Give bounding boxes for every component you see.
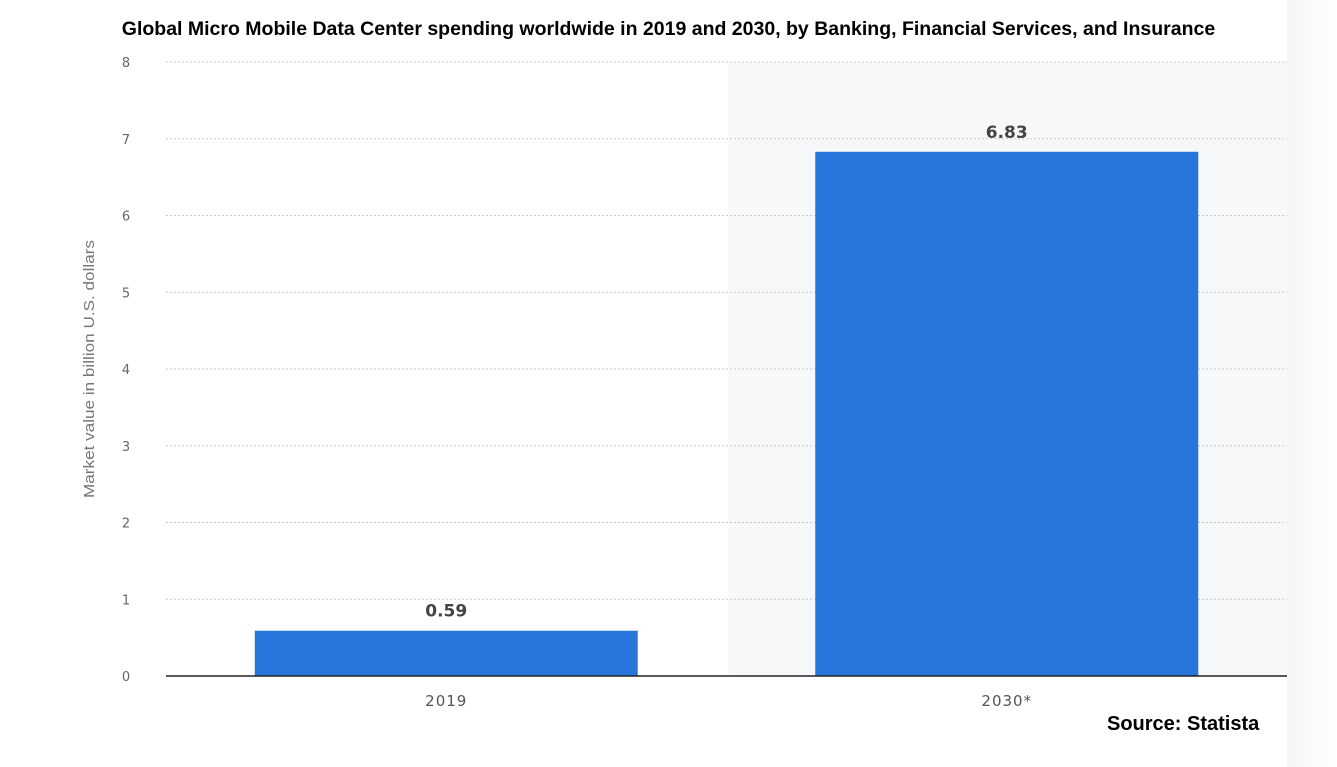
y-tick-label: 6 xyxy=(122,210,130,225)
bar-2030* xyxy=(815,151,1199,677)
x-tick-label: 2019 xyxy=(425,692,467,710)
x-tick-label: 2030* xyxy=(981,692,1032,710)
source-label: Source: Statista xyxy=(1107,713,1260,735)
data-label: 0.59 xyxy=(425,602,467,622)
y-axis-label: Market value in billion U.S. dollars xyxy=(81,240,98,498)
bar-2019 xyxy=(254,630,638,676)
y-tick-label: 0 xyxy=(122,670,130,685)
y-tick-label: 3 xyxy=(122,440,130,455)
y-tick-label: 2 xyxy=(122,517,130,532)
chart-title: Global Micro Mobile Data Center spending… xyxy=(121,18,1216,40)
y-tick-label: 5 xyxy=(122,286,130,301)
y-tick-label: 1 xyxy=(122,593,130,608)
y-tick-label: 4 xyxy=(122,363,130,378)
data-label: 6.83 xyxy=(986,123,1028,143)
y-tick-label: 8 xyxy=(122,56,130,71)
right-edge-fade xyxy=(1287,0,1337,767)
y-tick-label: 7 xyxy=(122,133,130,148)
